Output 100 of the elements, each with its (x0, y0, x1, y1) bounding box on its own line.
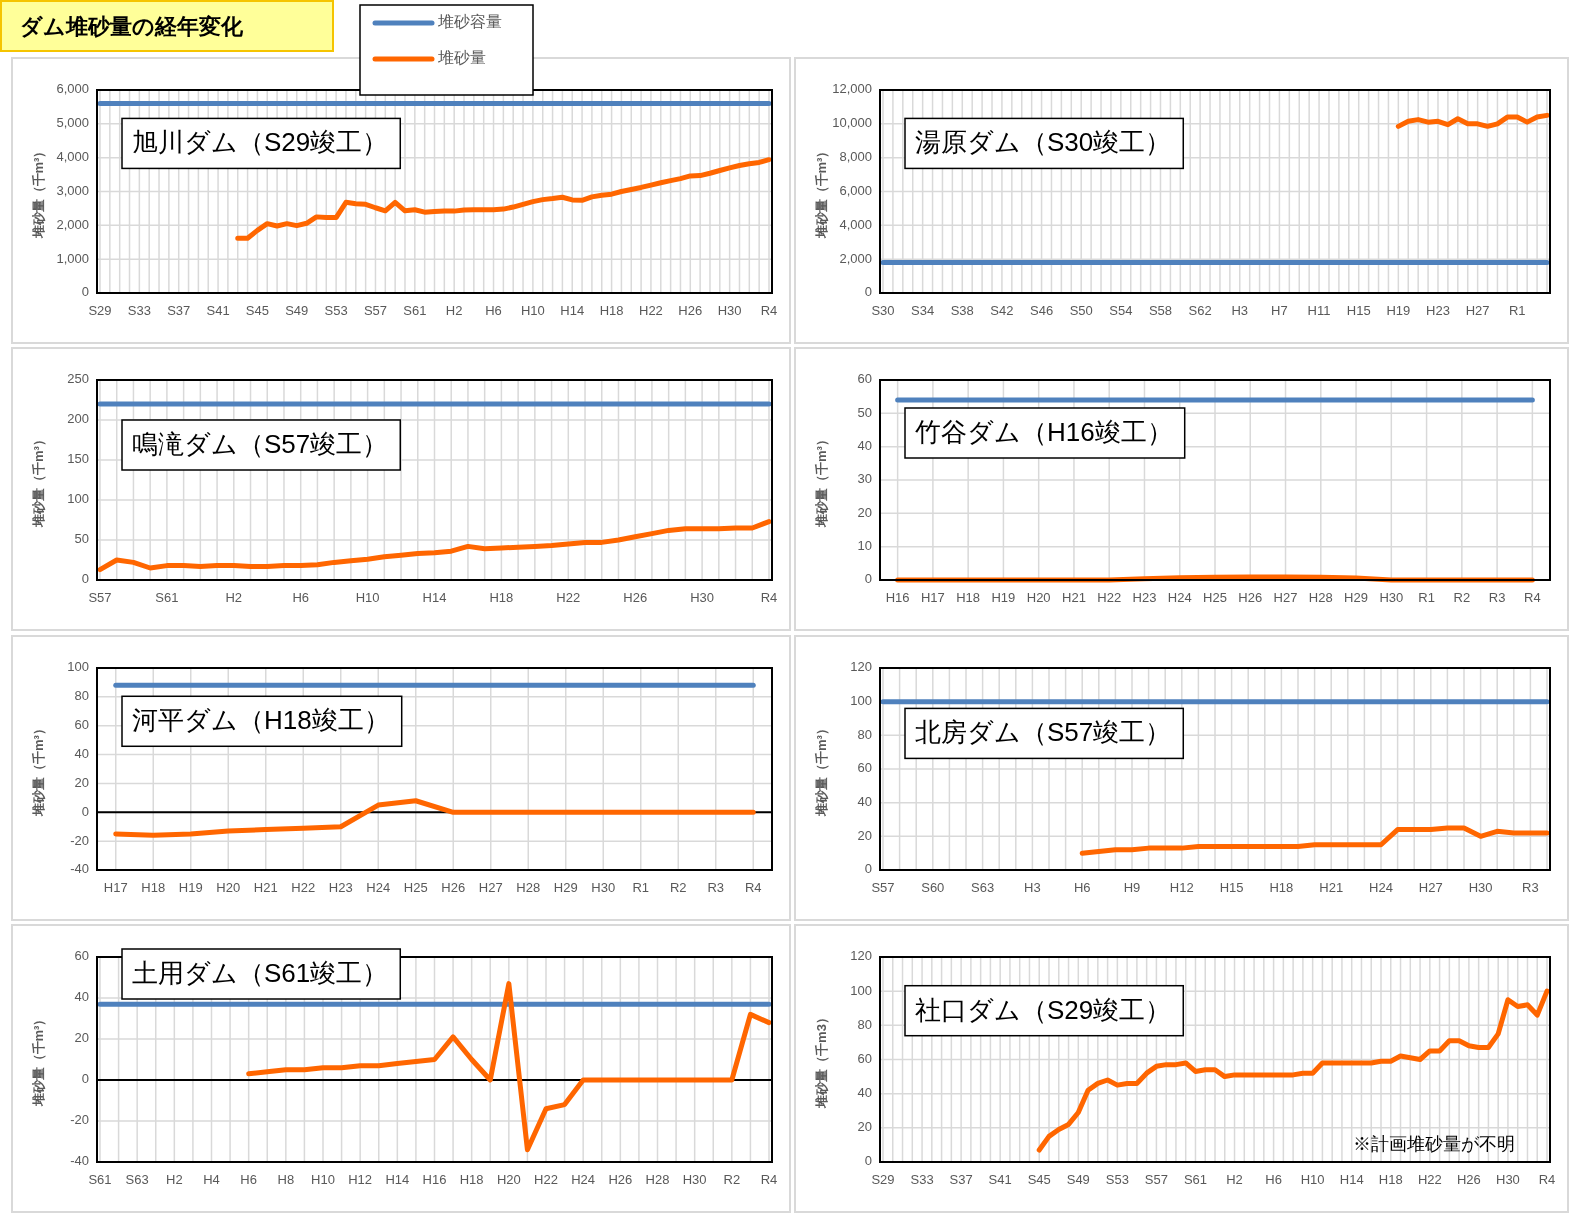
x-tick-label: H23 (328, 880, 353, 895)
x-tick-label: H6 (1265, 1172, 1282, 1187)
x-tick-label: S37 (949, 1172, 973, 1187)
y-tick-label: 60 (857, 760, 872, 776)
x-tick-label: H26 (608, 1172, 633, 1187)
x-tick-label: H14 (1339, 1172, 1364, 1187)
y-tick-label: 40 (857, 1085, 872, 1101)
x-tick-label: H26 (623, 590, 648, 605)
x-tick-label: H3 (1024, 880, 1041, 895)
y-tick-label: 80 (857, 726, 872, 742)
y-tick-label: 6,000 (56, 81, 89, 97)
x-tick-label: H28 (645, 1172, 670, 1187)
x-tick-label: H18 (489, 590, 514, 605)
x-tick-label: H6 (1073, 880, 1091, 895)
x-tick-label: H21 (1319, 880, 1344, 895)
y-tick-label: -40 (70, 1153, 89, 1169)
x-tick-label: S42 (990, 303, 1014, 318)
y-tick-label: -40 (70, 861, 89, 877)
x-tick-label: H25 (403, 880, 428, 895)
x-tick-label: R4 (760, 1172, 778, 1187)
x-tick-label: H21 (253, 880, 278, 895)
text: 鳴滝ダム（S57竣工） (132, 428, 389, 459)
y-tick-label: 0 (864, 284, 872, 300)
x-tick-label: H14 (422, 590, 447, 605)
y-tick-label: 200 (67, 411, 89, 427)
x-tick-label: R4 (760, 590, 778, 605)
x-tick-label: H28 (1308, 590, 1333, 605)
x-tick-label: H27 (478, 880, 503, 895)
x-tick-label: S61 (88, 1172, 112, 1187)
y-axis-title: 堆砂量（千m³） (814, 433, 830, 528)
y-tick-label: 60 (74, 717, 89, 733)
x-tick-label: H8 (277, 1172, 295, 1187)
y-tick-label: 8,000 (839, 149, 872, 165)
y-tick-label: 100 (67, 659, 89, 675)
y-tick-label: 5,000 (56, 115, 89, 131)
y-tick-label: 20 (857, 1119, 872, 1135)
annotation: ※計画堆砂量が不明 (1353, 1134, 1515, 1154)
y-tick-label: 0 (864, 571, 872, 587)
y-tick-label: 0 (81, 1071, 89, 1087)
y-tick-label: 80 (74, 688, 89, 704)
y-tick-label: 60 (857, 371, 872, 387)
x-tick-label: H2 (166, 1172, 183, 1187)
x-tick-label: H18 (1269, 880, 1294, 895)
y-tick-label: 2,000 (56, 216, 89, 232)
x-tick-label: H11 (1307, 303, 1331, 318)
x-tick-label: S41 (988, 1172, 1012, 1187)
x-tick-label: H26 (678, 303, 703, 318)
y-tick-label: 4,000 (56, 149, 89, 165)
y-tick-label: 0 (864, 1153, 872, 1169)
x-tick-label: S61 (403, 303, 427, 318)
x-tick-label: H23 (1426, 303, 1450, 318)
x-tick-label: H17 (920, 590, 945, 605)
x-tick-label: R3 (1522, 880, 1539, 895)
y-tick-label: 0 (81, 284, 89, 300)
y-tick-label: 12,000 (832, 81, 872, 97)
x-tick-label: H20 (216, 880, 241, 895)
text: 社口ダム（S29竣工） (915, 994, 1172, 1025)
x-tick-label: R4 (760, 303, 778, 318)
x-tick-label: H22 (556, 590, 581, 605)
x-tick-label: S38 (950, 303, 974, 318)
x-tick-label: S53 (324, 303, 348, 318)
y-tick-label: -20 (70, 832, 89, 848)
x-tick-label: H30 (717, 303, 742, 318)
x-tick-label: H2 (1226, 1172, 1243, 1187)
x-tick-label: S60 (921, 880, 945, 895)
x-tick-label: H14 (385, 1172, 410, 1187)
x-tick-label: H6 (292, 590, 310, 605)
text: 湯原ダム（S30竣工） (915, 127, 1172, 158)
x-tick-label: H7 (1271, 303, 1288, 318)
x-tick-label: H18 (956, 590, 981, 605)
x-tick-label: H18 (141, 880, 166, 895)
x-tick-label: H29 (1344, 590, 1368, 605)
y-tick-label: 3,000 (56, 182, 89, 198)
x-tick-label: H22 (1097, 590, 1122, 605)
x-tick-label: R1 (1418, 590, 1435, 605)
x-tick-label: S63 (125, 1172, 149, 1187)
x-tick-label: H12 (1169, 880, 1194, 895)
x-tick-label: H24 (571, 1172, 596, 1187)
x-tick-label: H12 (348, 1172, 373, 1187)
x-tick-label: H22 (1417, 1172, 1442, 1187)
x-tick-label: S54 (1109, 303, 1133, 318)
x-tick-label: S33 (910, 1172, 934, 1187)
y-tick-label: 60 (74, 948, 89, 964)
x-tick-label: H19 (178, 880, 203, 895)
y-tick-label: 50 (74, 531, 89, 547)
x-tick-label: H19 (1386, 303, 1411, 318)
x-tick-label: S53 (1105, 1172, 1129, 1187)
x-tick-label: R4 (744, 880, 762, 895)
x-tick-label: H10 (1300, 1172, 1325, 1187)
y-tick-label: 0 (81, 571, 89, 587)
text: 北房ダム（S57竣工） (915, 717, 1172, 748)
x-tick-label: S34 (911, 303, 935, 318)
x-tick-label: H24 (366, 880, 391, 895)
x-tick-label: H20 (1026, 590, 1051, 605)
x-tick-label: H22 (534, 1172, 558, 1187)
y-tick-label: 20 (857, 504, 872, 520)
y-tick-label: 40 (74, 989, 89, 1005)
x-tick-label: H27 (1273, 590, 1298, 605)
x-tick-label: H2 (445, 303, 463, 318)
y-tick-label: 10 (857, 538, 872, 554)
